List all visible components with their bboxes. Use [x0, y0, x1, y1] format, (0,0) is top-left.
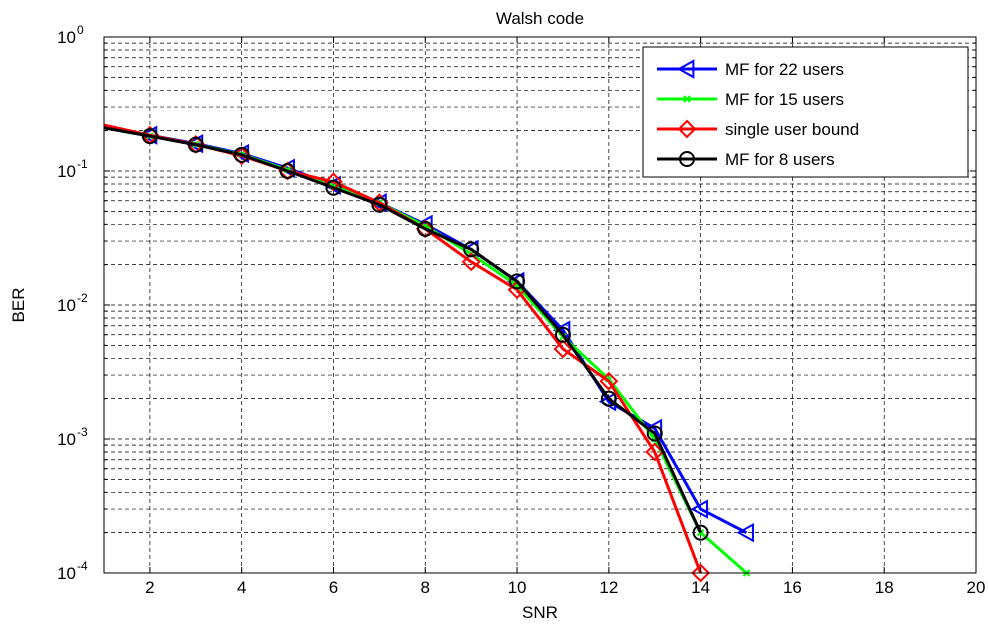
- y-tick-label: 10 -4: [57, 559, 88, 583]
- data-point: [324, 172, 343, 192]
- legend-swatch-marker: [676, 59, 695, 79]
- y-tick-exponent: -1: [77, 157, 88, 171]
- legend-swatch-marker: [683, 95, 691, 103]
- y-tick-exponent: -4: [77, 559, 88, 573]
- y-tick-base: 10: [57, 162, 76, 181]
- data-point: [141, 128, 158, 145]
- tick-marks: [104, 37, 977, 574]
- data-point: [692, 524, 709, 541]
- x-tick-label: 18: [875, 578, 894, 597]
- legend-swatch-marker: [677, 119, 697, 139]
- x-tick-label: 16: [783, 578, 802, 597]
- data-point: [463, 241, 480, 258]
- legend-label: MF for 22 users: [725, 60, 844, 79]
- data-point: [233, 146, 250, 163]
- data-point: [279, 163, 296, 179]
- x-tick-label: 20: [967, 578, 986, 597]
- x-tick-label: 2: [145, 578, 154, 597]
- series-layer: [103, 123, 754, 583]
- data-point: [691, 563, 711, 583]
- legend-item: MF for 22 users: [657, 59, 844, 79]
- data-point: [645, 442, 665, 462]
- x-tick-label: 14: [691, 578, 710, 597]
- data-point: [371, 196, 388, 213]
- x-tick-label: 6: [329, 578, 338, 597]
- data-point: [690, 499, 709, 519]
- legend-label: MF for 15 users: [725, 90, 844, 109]
- y-tick-base: 10: [57, 28, 76, 47]
- y-tick-label: 10 -3: [57, 425, 88, 449]
- data-point: [736, 522, 754, 543]
- x-tick-label: 10: [508, 578, 527, 597]
- x-marker-stroke: [683, 95, 691, 103]
- y-tick-exponent: -3: [77, 425, 88, 439]
- data-point: [599, 371, 619, 391]
- x-tick-label: 4: [237, 578, 246, 597]
- chart-title: Walsh code: [496, 9, 584, 28]
- x-tick-labels: 2 4 6 8 10 12 14 16 18 20: [145, 578, 985, 597]
- data-point: [646, 425, 663, 442]
- data-point: [509, 273, 526, 290]
- y-tick-base: 10: [57, 430, 76, 449]
- data-point: [187, 136, 204, 153]
- y-axis-label: BER: [9, 288, 28, 323]
- y-tick-exponent: 0: [77, 23, 84, 37]
- y-tick-label: 10 0: [57, 23, 84, 47]
- data-point: [325, 179, 342, 196]
- x-tick-label: 8: [421, 578, 430, 597]
- series-mf-for-8-users: [103, 126, 709, 541]
- data-point: [553, 339, 573, 359]
- legend-swatch-marker: [679, 151, 695, 167]
- data-point: [417, 220, 434, 237]
- data-point: [461, 252, 481, 272]
- x-axis-label: SNR: [522, 603, 558, 622]
- y-tick-base: 10: [57, 564, 76, 583]
- grid-lines: [104, 37, 976, 574]
- y-tick-base: 10: [57, 296, 76, 315]
- legend-label: single user bound: [725, 120, 859, 139]
- legend: MF for 22 users MF for 15 users single use…: [642, 46, 969, 178]
- y-tick-exponent: -2: [77, 291, 88, 305]
- y-tick-label: 10 -1: [57, 157, 88, 181]
- y-tick-label: 10 -2: [57, 291, 88, 315]
- data-point: [554, 326, 571, 343]
- legend-label: MF for 8 users: [725, 150, 835, 169]
- legend-item: MF for 8 users: [657, 150, 835, 169]
- legend-item: single user bound: [657, 119, 859, 139]
- legend-item: MF for 15 users: [657, 90, 844, 109]
- x-tick-label: 12: [599, 578, 618, 597]
- data-point: [600, 390, 617, 407]
